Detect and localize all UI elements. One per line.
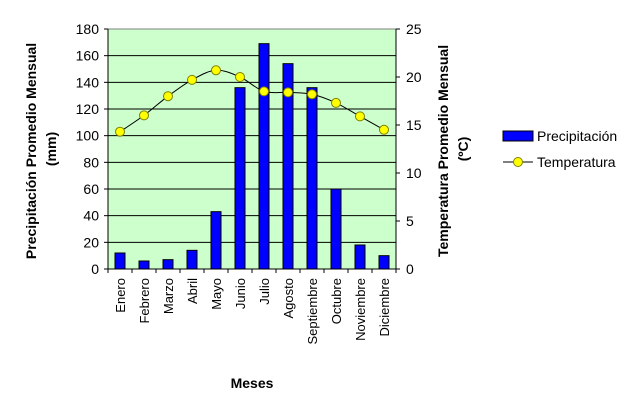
precipitation-bar xyxy=(258,43,270,270)
precipitation-bar xyxy=(186,249,198,270)
temperature-point xyxy=(307,89,317,100)
right-axis-ticks: 0 5 10 15 20 25 xyxy=(396,21,422,277)
precipitation-bar xyxy=(114,252,126,270)
y2-tick-label: 0 xyxy=(406,261,414,277)
y2-tick-label: 20 xyxy=(406,69,422,85)
y-tick-label: 140 xyxy=(76,74,100,90)
category-label: Septiembre xyxy=(305,278,320,344)
temperature-point xyxy=(331,97,341,108)
y-tick-label: 60 xyxy=(83,181,99,197)
legend-precipitation-label: Precipitación xyxy=(537,128,617,144)
temperature-point xyxy=(259,86,269,97)
axes xyxy=(107,29,397,273)
category-label: Mayo xyxy=(209,278,224,310)
temperature-point xyxy=(163,91,173,102)
y-tick-label: 100 xyxy=(76,128,100,144)
category-label: Junio xyxy=(233,278,248,309)
precipitation-bar xyxy=(210,211,222,270)
y2-tick-label: 5 xyxy=(406,213,414,229)
temperature-point xyxy=(187,74,197,85)
category-label: Octubre xyxy=(329,278,344,324)
y-tick-label: 180 xyxy=(76,21,100,37)
category-label: Marzo xyxy=(161,278,176,314)
y2-axis-title-line-1: Temperatura Promedio Mensual xyxy=(435,45,451,257)
category-label: Abril xyxy=(185,278,200,304)
y-tick-label: 0 xyxy=(91,261,99,277)
precipitation-bar xyxy=(306,87,318,270)
temperature-point xyxy=(115,126,125,137)
y-tick-label: 40 xyxy=(83,208,99,224)
plot-area xyxy=(107,28,397,270)
temperature-point xyxy=(139,110,149,121)
y-tick-label: 20 xyxy=(83,234,99,250)
temperature-point xyxy=(355,111,365,122)
category-label: Diciembre xyxy=(377,278,392,337)
x-axis-title: Meses xyxy=(231,375,274,391)
y-tick-label: 80 xyxy=(83,154,99,170)
y2-axis-title: Temperatura Promedio Mensual (ºC) xyxy=(435,41,471,257)
temperature-point xyxy=(379,124,389,135)
precipitation-bar xyxy=(354,244,366,270)
category-label: Julio xyxy=(257,278,272,305)
temperature-point xyxy=(235,72,245,82)
y-axis-title: Precipitación Promedio Mensual (mm) xyxy=(23,39,59,259)
gridlines xyxy=(108,55,396,243)
y-tick-label: 160 xyxy=(76,48,100,64)
y2-tick-label: 25 xyxy=(406,21,422,37)
category-label: Febrero xyxy=(137,278,152,324)
legend: Precipitación Temperatura xyxy=(502,128,617,170)
temperature-line xyxy=(115,65,389,137)
left-axis-ticks: 0 20 40 60 80 100 120 140 160 180 xyxy=(76,21,108,277)
temperature-point xyxy=(211,65,221,76)
legend-temperature-marker xyxy=(513,157,523,167)
y-axis-title-line-1: Precipitación Promedio Mensual xyxy=(23,43,39,259)
category-labels: Enero Febrero Marzo Abril Mayo Junio Julio Agos… xyxy=(113,278,392,345)
precipitation-bar xyxy=(138,260,150,270)
legend-temperature-label: Temperatura xyxy=(537,154,616,170)
y-tick-label: 120 xyxy=(76,101,100,117)
y-axis-title-line-2: (mm) xyxy=(43,132,59,166)
y2-tick-label: 15 xyxy=(406,117,422,133)
category-label: Enero xyxy=(113,278,128,313)
temperature-point xyxy=(283,87,293,98)
category-label: Agosto xyxy=(281,278,296,318)
y2-axis-title-line-2: (ºC) xyxy=(455,137,471,162)
legend-precipitation-swatch xyxy=(502,130,534,142)
category-label: Noviembre xyxy=(353,278,368,341)
precipitation-bar xyxy=(234,87,246,270)
y2-tick-label: 10 xyxy=(406,165,422,181)
precipitation-bar xyxy=(330,188,342,270)
precipitation-bar xyxy=(378,255,390,270)
precipitation-bar xyxy=(162,259,174,270)
